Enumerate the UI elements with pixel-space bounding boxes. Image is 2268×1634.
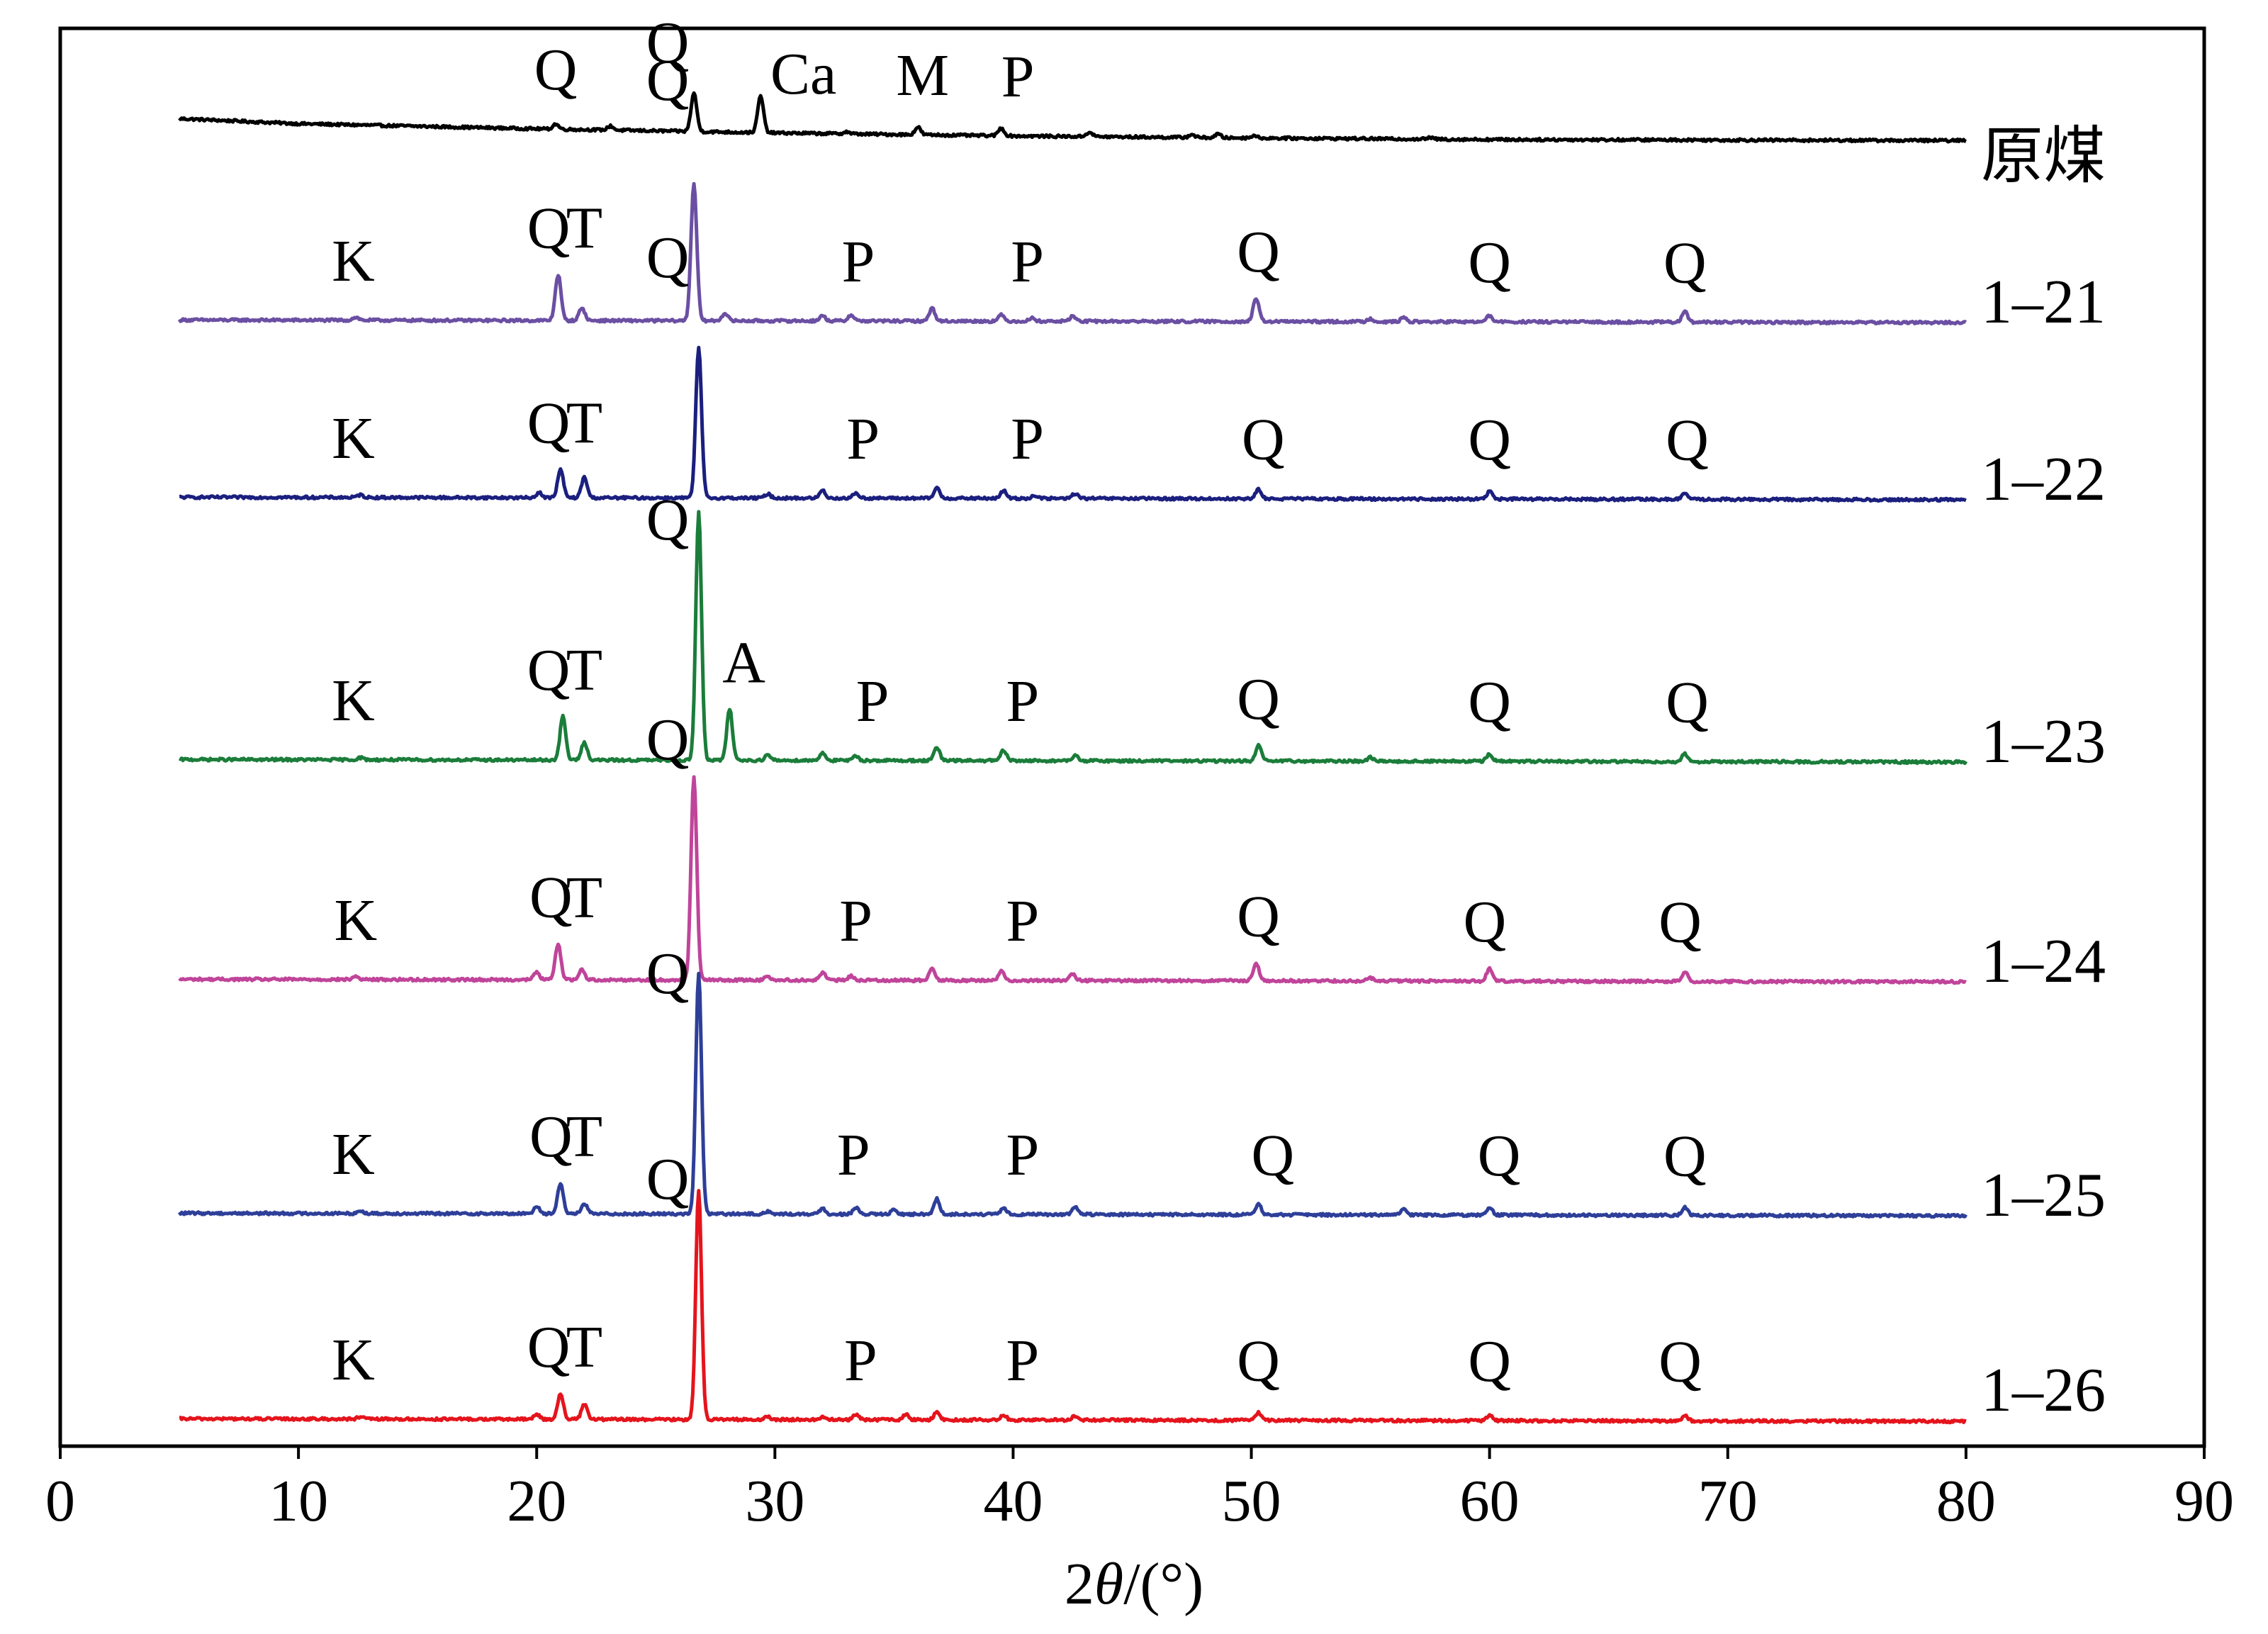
peak-label: P — [1006, 668, 1040, 734]
peak-label: K — [334, 888, 377, 953]
peak-label: P — [844, 1328, 877, 1394]
peak-label: Q — [1468, 407, 1511, 473]
peak-label: T — [566, 195, 602, 261]
peak-label: Q — [646, 10, 690, 76]
peak-label: P — [856, 668, 889, 734]
peak-label: Q — [646, 225, 690, 291]
peak-label: Q — [646, 941, 690, 1007]
peak-label: Q — [1663, 230, 1707, 296]
peak-label: K — [332, 405, 375, 471]
series-line — [178, 91, 1967, 144]
series-label: 原煤 — [1981, 123, 2106, 191]
peak-label: Q — [1666, 669, 1709, 735]
peak-label: P — [1006, 1122, 1040, 1188]
peak-label: K — [332, 1121, 375, 1187]
peak-label: Q — [529, 1104, 573, 1170]
x-tick-label: 10 — [269, 1468, 328, 1534]
peak-label: P — [1006, 1328, 1040, 1394]
peak-label: Q — [527, 637, 571, 703]
peak-label: P — [1011, 229, 1044, 295]
x-tick-label: 70 — [1698, 1468, 1758, 1534]
peak-label: Q — [1464, 889, 1507, 955]
x-axis-ticks: 0 10 20 30 40 50 60 70 80 90 — [45, 1446, 2234, 1534]
x-tick-label: 60 — [1460, 1468, 1520, 1534]
peak-label: P — [1001, 44, 1035, 110]
x-tick-label: 80 — [1936, 1468, 1996, 1534]
peak-label: Q — [1237, 666, 1280, 732]
series-label: 1–25 — [1981, 1161, 2106, 1230]
x-tick-label: 40 — [983, 1468, 1043, 1534]
peak-label: P — [846, 406, 880, 472]
peak-label: Q — [646, 47, 690, 113]
peak-label: Q — [1468, 1328, 1511, 1394]
peak-label: Ca — [770, 41, 836, 107]
peak-label: P — [1006, 888, 1040, 954]
series-group — [177, 91, 1968, 1425]
peak-label: Q — [1237, 1328, 1280, 1394]
peak-label: Q — [534, 37, 578, 103]
peak-label: T — [566, 865, 602, 931]
series-label: 1–22 — [1981, 445, 2106, 514]
peak-label: Q — [646, 487, 690, 553]
series-label: 1–23 — [1981, 707, 2106, 776]
peak-label: Q — [529, 865, 573, 931]
peak-label: M — [896, 43, 949, 108]
series-labels: 原煤 1–21 1–22 1–23 1–24 1–25 1–26 — [1981, 123, 2106, 1425]
peak-label: T — [566, 391, 602, 457]
peak-label: Q — [1237, 883, 1280, 949]
x-tick-label: 90 — [2174, 1468, 2234, 1534]
series-line — [178, 510, 1968, 766]
x-tick-label: 50 — [1222, 1468, 1281, 1534]
peak-label: P — [839, 888, 872, 954]
peak-label: Q — [1242, 407, 1285, 473]
peak-label: Q — [1663, 1123, 1707, 1189]
peak-label: Q — [527, 1314, 571, 1380]
peak-label: K — [332, 228, 375, 294]
series-line — [178, 775, 1967, 985]
peak-label: A — [722, 630, 765, 696]
x-tick-label: 20 — [507, 1468, 566, 1534]
peak-label: P — [842, 229, 875, 295]
x-tick-label: 0 — [45, 1468, 75, 1534]
peak-label: Q — [1468, 230, 1511, 296]
peak-label: P — [1011, 406, 1044, 472]
peak-label: T — [566, 637, 602, 703]
peak-label: K — [332, 668, 375, 734]
series-line — [179, 1189, 1967, 1425]
peak-label: Q — [1658, 889, 1702, 955]
peak-label: Q — [1478, 1123, 1521, 1189]
peak-label: T — [566, 1104, 602, 1170]
series-line — [177, 181, 1967, 326]
peak-label: Q — [527, 391, 571, 457]
theta-symbol: θ — [1094, 1551, 1123, 1617]
peak-label: Q — [527, 195, 571, 261]
series-label: 1–26 — [1981, 1356, 2106, 1425]
series-label: 1–21 — [1981, 268, 2106, 337]
peak-label: Q — [1237, 219, 1280, 285]
x-tick-label: 30 — [745, 1468, 804, 1534]
peak-label: Q — [646, 707, 690, 773]
series-line — [177, 971, 1968, 1219]
peak-label: Q — [646, 1146, 690, 1212]
x-axis-label: 2θ/(°) — [1065, 1551, 1203, 1617]
series-label: 1–24 — [1981, 927, 2106, 996]
peak-label: P — [837, 1122, 870, 1188]
peak-label: Q — [1658, 1328, 1702, 1394]
peak-label: Q — [1468, 669, 1511, 735]
peak-label: T — [566, 1314, 602, 1380]
plot-frame — [58, 26, 2206, 1448]
peak-label: Q — [1666, 407, 1709, 473]
peak-label: Q — [1251, 1123, 1294, 1189]
series-line — [179, 345, 1967, 503]
peak-label: K — [332, 1327, 375, 1393]
